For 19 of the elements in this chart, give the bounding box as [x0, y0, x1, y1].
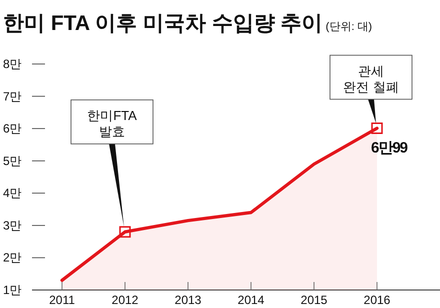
y-tick-label: 3만 [3, 218, 22, 232]
x-tick-label: 2011 [49, 293, 76, 307]
y-tick-label: 4만 [3, 186, 22, 200]
x-tick-label: 2016 [364, 293, 391, 307]
x-tick-label: 2012 [112, 293, 139, 307]
x-tick-label: 2015 [300, 293, 328, 307]
y-tick-label: 5만 [3, 154, 22, 168]
chart-subtitle: (단위: 대) [326, 21, 372, 33]
y-tick-label: 6만 [3, 122, 22, 136]
annotation: 관세 완전 철폐 [343, 63, 399, 94]
x-tick-label: 2013 [174, 293, 202, 307]
y-tick-label: 1만 [3, 283, 22, 297]
data-label: 6만99 [370, 139, 408, 156]
y-tick-label: 7만 [3, 89, 22, 104]
y-tick-label: 2만 [3, 250, 22, 265]
y-tick-label: 8만 [3, 57, 22, 71]
annotation: 한미FTA 발효 [87, 108, 138, 139]
chart-title: 한미 FTA 이후 미국차 수입량 추이 [3, 12, 323, 35]
x-tick-label: 2014 [238, 293, 265, 307]
